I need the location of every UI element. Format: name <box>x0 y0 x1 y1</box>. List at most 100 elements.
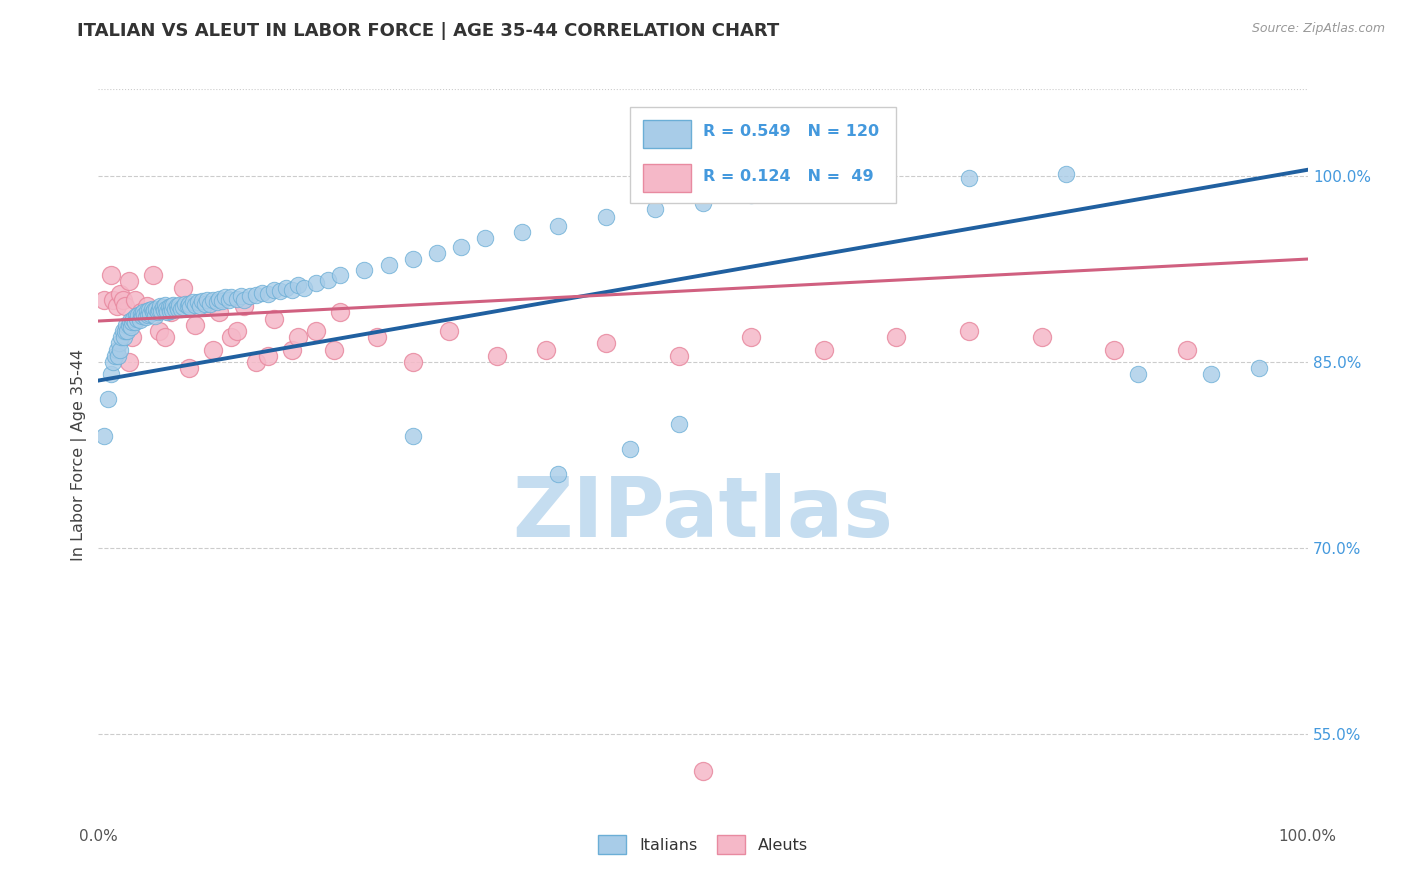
Point <box>281 343 304 357</box>
Point <box>179 301 201 315</box>
Point <box>167 301 190 316</box>
Point <box>214 290 236 304</box>
Point <box>239 289 262 303</box>
Point <box>93 429 115 443</box>
Point <box>245 288 267 302</box>
Point <box>181 295 204 310</box>
Point <box>135 299 157 313</box>
Point <box>177 299 200 313</box>
Point <box>221 330 243 344</box>
Point <box>305 276 328 290</box>
Point <box>1249 361 1271 376</box>
Point <box>281 283 304 297</box>
Point <box>218 293 240 307</box>
Point <box>169 298 191 312</box>
Point <box>172 280 194 294</box>
Point <box>141 301 163 316</box>
Point <box>250 285 273 300</box>
Y-axis label: In Labor Force | Age 35-44: In Labor Force | Age 35-44 <box>72 349 87 561</box>
Point <box>208 305 231 319</box>
Point <box>105 299 128 313</box>
Point <box>692 196 714 211</box>
Point <box>208 292 231 306</box>
Point <box>226 324 249 338</box>
Point <box>179 296 201 310</box>
Point <box>426 245 449 260</box>
Point <box>619 442 641 456</box>
Point <box>402 355 425 369</box>
Text: Source: ZipAtlas.com: Source: ZipAtlas.com <box>1251 22 1385 36</box>
Legend: Italians, Aleuts: Italians, Aleuts <box>592 829 814 860</box>
Point <box>957 324 980 338</box>
Point <box>155 301 177 316</box>
Point <box>191 294 214 309</box>
Point <box>139 307 162 321</box>
Point <box>148 302 170 317</box>
Point <box>179 361 201 376</box>
Point <box>118 318 141 332</box>
Point <box>305 324 328 338</box>
Point <box>486 349 509 363</box>
Point <box>1128 368 1150 382</box>
Point <box>245 355 267 369</box>
Point <box>124 315 146 329</box>
Point <box>534 343 557 357</box>
Text: ITALIAN VS ALEUT IN LABOR FORCE | AGE 35-44 CORRELATION CHART: ITALIAN VS ALEUT IN LABOR FORCE | AGE 35… <box>77 22 779 40</box>
Point <box>162 298 184 312</box>
Point <box>202 343 225 357</box>
Point <box>108 336 131 351</box>
Point <box>1054 167 1077 181</box>
Point <box>134 308 156 322</box>
Text: R = 0.549   N = 120: R = 0.549 N = 120 <box>703 124 879 139</box>
Point <box>184 318 207 332</box>
Point <box>740 187 762 202</box>
Point <box>232 299 254 313</box>
Point <box>97 392 120 406</box>
Point <box>153 330 176 344</box>
Point <box>329 305 352 319</box>
Point <box>114 324 136 338</box>
Point <box>547 219 569 233</box>
Point <box>122 311 145 326</box>
Point <box>195 299 218 313</box>
Point <box>813 343 835 357</box>
Point <box>595 336 617 351</box>
Point <box>138 302 160 317</box>
Point <box>156 305 179 319</box>
Point <box>323 343 346 357</box>
Text: ZIPatlas: ZIPatlas <box>513 473 893 554</box>
Point <box>287 330 309 344</box>
Point <box>366 330 388 344</box>
Point <box>160 305 183 319</box>
Point <box>211 294 233 309</box>
Point <box>644 202 666 217</box>
Point <box>510 225 533 239</box>
Point <box>124 293 146 307</box>
Point <box>184 298 207 312</box>
Point <box>127 311 149 326</box>
Point <box>118 314 141 328</box>
Point <box>160 299 183 313</box>
Point <box>131 309 153 323</box>
Point <box>152 301 174 315</box>
Point <box>1031 330 1053 344</box>
Point <box>93 293 115 307</box>
Point <box>117 324 139 338</box>
Point <box>256 349 278 363</box>
Point <box>595 210 617 224</box>
Point <box>152 302 174 317</box>
Point <box>120 320 142 334</box>
Point <box>205 295 228 310</box>
Point <box>860 175 883 189</box>
Point <box>146 305 169 319</box>
Point <box>274 280 297 294</box>
Point <box>115 318 138 332</box>
Point <box>402 252 425 266</box>
Point <box>256 286 278 301</box>
Point <box>229 289 252 303</box>
Point <box>1199 368 1222 382</box>
Point <box>108 343 131 357</box>
Point <box>159 304 181 318</box>
Point <box>145 301 167 316</box>
Text: R = 0.124   N =  49: R = 0.124 N = 49 <box>703 169 873 184</box>
